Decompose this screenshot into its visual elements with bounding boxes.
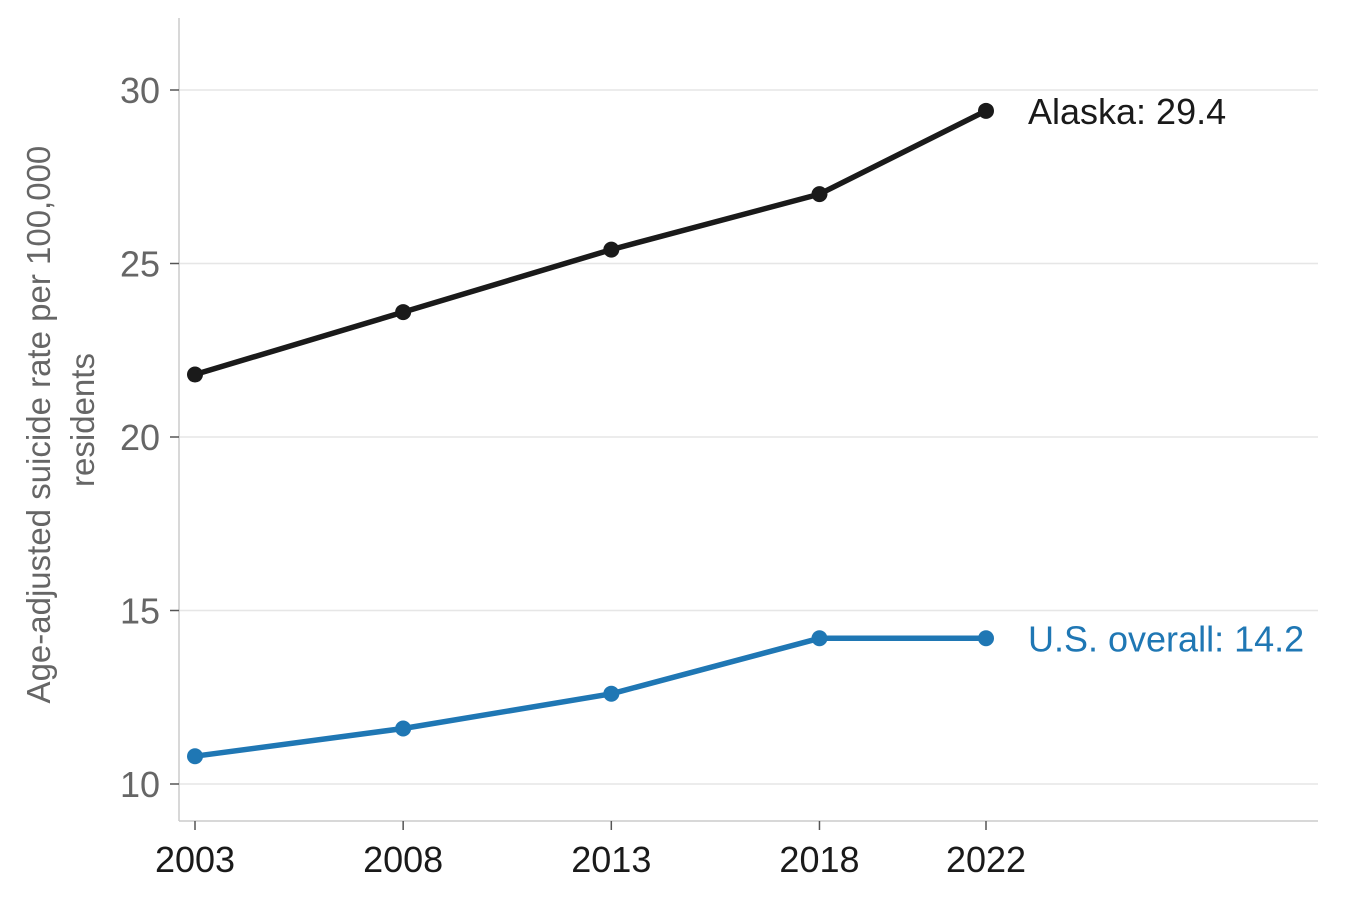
data-point-alaska-2013 — [603, 241, 620, 258]
y-tick-label-20: 20 — [120, 417, 160, 458]
end-label-u-s-overall: U.S. overall: 14.2 — [1028, 618, 1304, 659]
x-tick-label-2003: 2003 — [155, 839, 235, 880]
data-point-alaska-2018 — [811, 186, 828, 203]
y-tick-label-25: 25 — [120, 244, 160, 285]
series-u-s-overall: U.S. overall: 14.2 — [187, 618, 1304, 765]
data-point-u-s-overall-2013 — [603, 685, 620, 702]
y-axis-label-line-2: residents — [64, 353, 101, 487]
gridlines — [179, 89, 1318, 785]
y-ticks: 10 15 20 25 30 — [120, 70, 179, 805]
y-tick-label-15: 15 — [120, 591, 160, 632]
y-axis-label-line-1: Age-adjusted suicide rate per 100,000 — [20, 146, 57, 704]
x-tick-label-2022: 2022 — [946, 839, 1026, 880]
x-tick-label-2008: 2008 — [363, 839, 443, 880]
data-point-u-s-overall-2022 — [978, 630, 994, 647]
series-alaska: Alaska: 29.4 — [187, 91, 1226, 383]
x-tick-label-2013: 2013 — [571, 839, 651, 880]
data-point-alaska-2022 — [978, 102, 994, 119]
y-axis-label: Age-adjusted suicide rate per 100,000 re… — [20, 137, 101, 704]
x-tick-label-2018: 2018 — [779, 839, 859, 880]
series-line-alaska — [192, 108, 989, 378]
y-tick-label-30: 30 — [120, 70, 160, 111]
data-point-alaska-2003 — [187, 366, 203, 383]
data-point-u-s-overall-2008 — [395, 720, 412, 737]
series: Alaska: 29.4 U.S. overall: 14.2 — [187, 91, 1304, 765]
x-ticks: 2003 2008 2013 2018 2022 — [155, 821, 1026, 880]
series-line-u-s-overall — [192, 635, 989, 759]
data-point-u-s-overall-2018 — [811, 630, 828, 647]
y-tick-label-10: 10 — [120, 764, 160, 805]
data-point-u-s-overall-2003 — [187, 748, 203, 765]
data-point-alaska-2008 — [395, 304, 412, 321]
end-label-alaska: Alaska: 29.4 — [1028, 91, 1226, 132]
